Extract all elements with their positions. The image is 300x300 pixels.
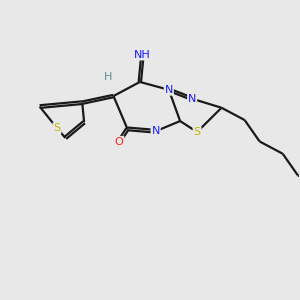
Text: NH: NH bbox=[134, 50, 151, 60]
Text: O: O bbox=[115, 137, 124, 147]
Text: S: S bbox=[194, 127, 201, 137]
Text: S: S bbox=[53, 123, 61, 133]
Text: N: N bbox=[188, 94, 196, 104]
Text: N: N bbox=[152, 126, 160, 136]
Text: N: N bbox=[165, 85, 173, 95]
Text: H: H bbox=[103, 72, 112, 82]
